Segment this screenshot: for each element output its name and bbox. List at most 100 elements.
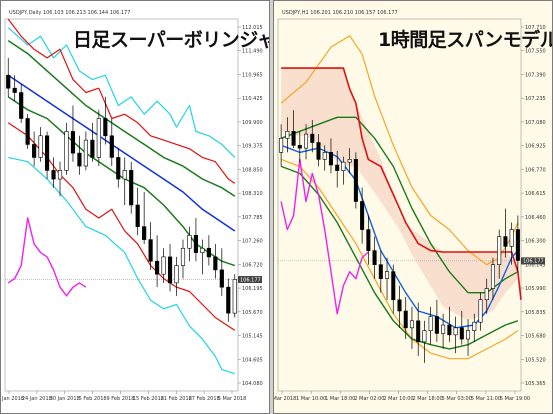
hourly-plot-border — [277, 18, 522, 392]
hourly-candle-body — [310, 133, 315, 143]
daily-candle-body — [12, 87, 17, 93]
daily-symbol-line: USDJPY,Daily 106.103 106.213 106.144 106… — [9, 10, 131, 16]
daily-candle-body — [142, 226, 147, 240]
hourly-candle-body — [434, 316, 439, 334]
hourly-candle-body — [341, 161, 346, 171]
hourly-symbol-line: USDJPY,H1 106.201 106.210 106.157 106.17… — [282, 10, 398, 16]
hourly-x-tick-label: 1 Mar 2018 — [274, 396, 296, 402]
daily-candle-body — [129, 170, 134, 206]
hourly-indicator-line-4 — [280, 158, 519, 360]
hourly-y-tick-label: 106.615 — [525, 191, 546, 197]
daily-y-tick-label: 105.670 — [242, 310, 263, 316]
hourly-candle-body — [372, 250, 377, 265]
hourly-candle-body — [378, 264, 383, 279]
daily-x-tick-label: 27 Feb 2018 — [189, 396, 220, 402]
hourly-candle-body — [366, 229, 371, 251]
daily-indicator-line-3 — [7, 74, 236, 232]
daily-x-tick-label: 18 Jan 2018 — [1, 396, 24, 402]
hourly-candle-body — [328, 152, 333, 166]
hourly-x-tick-label: 2 Mar 10:00 — [383, 396, 413, 402]
daily-indicator-line-7 — [7, 217, 87, 297]
daily-candle-body — [213, 256, 218, 271]
hourly-x-tick-label: 5 Mar 11:00 — [471, 396, 501, 402]
daily-indicator-line-4 — [7, 96, 236, 267]
hourly-candle-body — [347, 159, 352, 163]
daily-indicator-line-1 — [7, 18, 236, 184]
hourly-candle-body — [515, 229, 520, 261]
daily-y-tick-label: 111.490 — [242, 49, 263, 55]
daily-candle-body — [25, 118, 30, 145]
hourly-span-cloud — [281, 68, 518, 321]
hourly-candle-body — [322, 152, 327, 160]
hourly-candle-body — [422, 330, 427, 343]
hourly-x-tick-label: 1 Mar 18:00 — [325, 396, 355, 402]
hourly-chart-title: 1時間足スパンモデル — [378, 29, 553, 51]
daily-candle-body — [155, 260, 160, 275]
hourly-candle-body — [484, 288, 489, 301]
hourly-candle-body — [416, 320, 421, 343]
daily-candle-body — [232, 279, 237, 314]
daily-y-tick-label: 106.720 — [242, 262, 263, 268]
hourly-candle-body — [297, 145, 302, 149]
daily-x-tick-label: 15 Feb 2018 — [133, 396, 164, 402]
daily-y-tick-label: 108.310 — [242, 191, 263, 197]
daily-candle-body — [70, 131, 76, 154]
daily-candle-body — [6, 74, 11, 89]
daily-chart-title: 日足スーパーボリンジャー — [73, 29, 269, 51]
daily-candle-body — [19, 92, 24, 119]
hourly-candle-body — [285, 131, 290, 139]
daily-candle-body — [38, 135, 43, 158]
daily-candle-body — [32, 144, 37, 158]
hourly-y-tick-label: 107.080 — [525, 120, 546, 126]
daily-candle-body — [57, 170, 63, 180]
daily-y-tick-label: 109.375 — [242, 144, 263, 150]
hourly-candle-body — [466, 330, 471, 340]
hourly-y-tick-label: 107.390 — [525, 72, 546, 78]
daily-indicator-line-0 — [7, 27, 236, 158]
hourly-indicator-line-0 — [280, 35, 519, 266]
daily-candle-body — [167, 256, 173, 284]
hourly-candle-body — [316, 142, 321, 160]
hourly-candle-body — [304, 133, 309, 149]
daily-current-price-label: 106.177 — [240, 277, 261, 283]
hourly-candle-body — [453, 327, 458, 336]
daily-x-tick-label: 24 Jan 2018 — [22, 396, 52, 402]
hourly-candle-body — [447, 324, 452, 336]
hourly-candle-body — [459, 327, 464, 340]
hourly-candle-body — [509, 229, 514, 247]
hourly-candle-body — [353, 159, 358, 202]
hourly-y-tick-label: 106.925 — [525, 144, 546, 150]
hourly-y-tick-label: 106.460 — [525, 215, 546, 221]
daily-indicator-line-6 — [8, 156, 235, 375]
hourly-candle-body — [360, 201, 365, 230]
daily-candle-body — [174, 265, 179, 284]
hourly-y-tick-label: 107.235 — [525, 96, 546, 102]
daily-chart-window[interactable]: 112.015 111.490 110.965 110.425 109.900 109.3… — [0, 0, 270, 414]
daily-candle-body — [187, 234, 192, 249]
daily-candle-body — [135, 204, 140, 227]
daily-x-tick-label: 30 Jan 2018 — [50, 396, 80, 402]
hourly-candle-body — [385, 271, 390, 279]
hourly-x-tick-label: 2 Mar 18:00 — [413, 396, 443, 402]
daily-candle-body — [122, 170, 127, 180]
hourly-candle-body — [409, 320, 414, 329]
daily-candle-body — [148, 239, 153, 262]
hourly-candle-body — [497, 236, 502, 265]
daily-candle-body — [200, 247, 205, 253]
hourly-indicator-line-2 — [281, 67, 522, 300]
daily-candle-body — [51, 170, 56, 180]
hourly-candle-body — [291, 131, 296, 146]
daily-y-tick-label: 110.425 — [242, 96, 263, 102]
daily-y-tick-label: 107.785 — [242, 215, 263, 221]
hourly-candle-body — [397, 299, 402, 312]
daily-candle-body — [180, 247, 186, 266]
daily-candle-body — [44, 135, 50, 171]
hourly-x-tick-label: 5 Mar 19:00 — [500, 396, 530, 402]
daily-chart-canvas: 112.015 111.490 110.965 110.425 109.900 109.3… — [1, 18, 263, 402]
daily-candle-body — [64, 131, 69, 171]
daily-candle-body — [83, 139, 88, 167]
daily-y-tick-label: 106.195 — [242, 286, 263, 292]
hourly-candle-body — [391, 271, 396, 301]
hourly-indicator-line-6 — [280, 158, 369, 315]
hourly-chart-window[interactable]: 107.710 107.550 107.390 107.235 107.080 106.9… — [273, 0, 553, 414]
